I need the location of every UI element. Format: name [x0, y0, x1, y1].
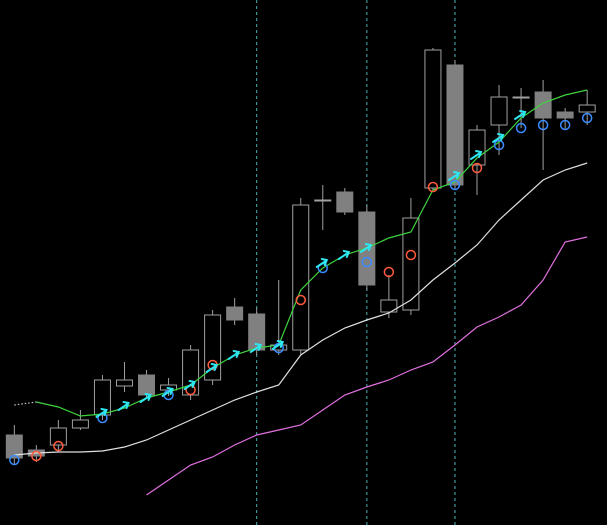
signal-arrow — [470, 150, 483, 160]
signal-circle — [493, 139, 505, 151]
signal-circle — [383, 266, 395, 278]
candle-body — [534, 91, 552, 119]
candle-body — [226, 306, 244, 321]
signal-arrow — [183, 380, 196, 390]
candle-body — [490, 96, 508, 126]
candle-body — [248, 313, 266, 351]
candle-body — [446, 64, 464, 186]
signal-circle — [53, 440, 64, 452]
candle-body — [380, 299, 398, 313]
candle-body — [314, 199, 332, 202]
signal-arrow — [337, 250, 351, 260]
signal-circle — [449, 179, 461, 191]
candle-body — [93, 379, 111, 416]
signal-arrow — [249, 343, 263, 353]
signal-circle — [427, 181, 439, 193]
signal-circle — [361, 256, 373, 268]
candle-body — [424, 49, 442, 189]
signal-circle — [537, 119, 549, 131]
candle-body — [468, 129, 486, 166]
signal-arrow — [205, 363, 218, 373]
signal-arrow — [227, 350, 241, 360]
candle-body — [556, 111, 574, 119]
signal-arrow — [447, 171, 461, 181]
signal-arrow — [271, 340, 285, 350]
candle-body — [336, 191, 354, 213]
candle-body — [138, 374, 156, 396]
signal-circle — [471, 162, 483, 174]
candle-body — [512, 96, 530, 99]
signal-arrow — [95, 408, 108, 418]
candle-body — [402, 217, 420, 311]
signal-circle — [295, 294, 306, 306]
signal-arrow — [139, 393, 152, 403]
signal-circle — [405, 249, 417, 261]
signal-circle — [515, 122, 527, 134]
candle-body — [578, 104, 596, 113]
signal-arrow — [492, 133, 505, 143]
candle-body — [292, 204, 310, 351]
candle-body — [115, 379, 133, 387]
candle-body — [5, 434, 23, 459]
signal-arrow — [161, 387, 174, 397]
signal-circle — [31, 450, 42, 462]
signal-circle — [559, 119, 571, 131]
candle-body — [49, 427, 67, 446]
indicator-line — [14, 162, 588, 456]
signal-arrow — [359, 243, 373, 253]
signal-arrow — [514, 110, 527, 120]
signal-arrow — [117, 401, 130, 411]
indicator-line — [146, 236, 588, 496]
candle-body — [71, 419, 89, 429]
signal-circle — [581, 112, 593, 124]
signal-circle — [9, 454, 20, 466]
signal-arrow — [315, 258, 329, 268]
indicator-line — [14, 401, 37, 406]
